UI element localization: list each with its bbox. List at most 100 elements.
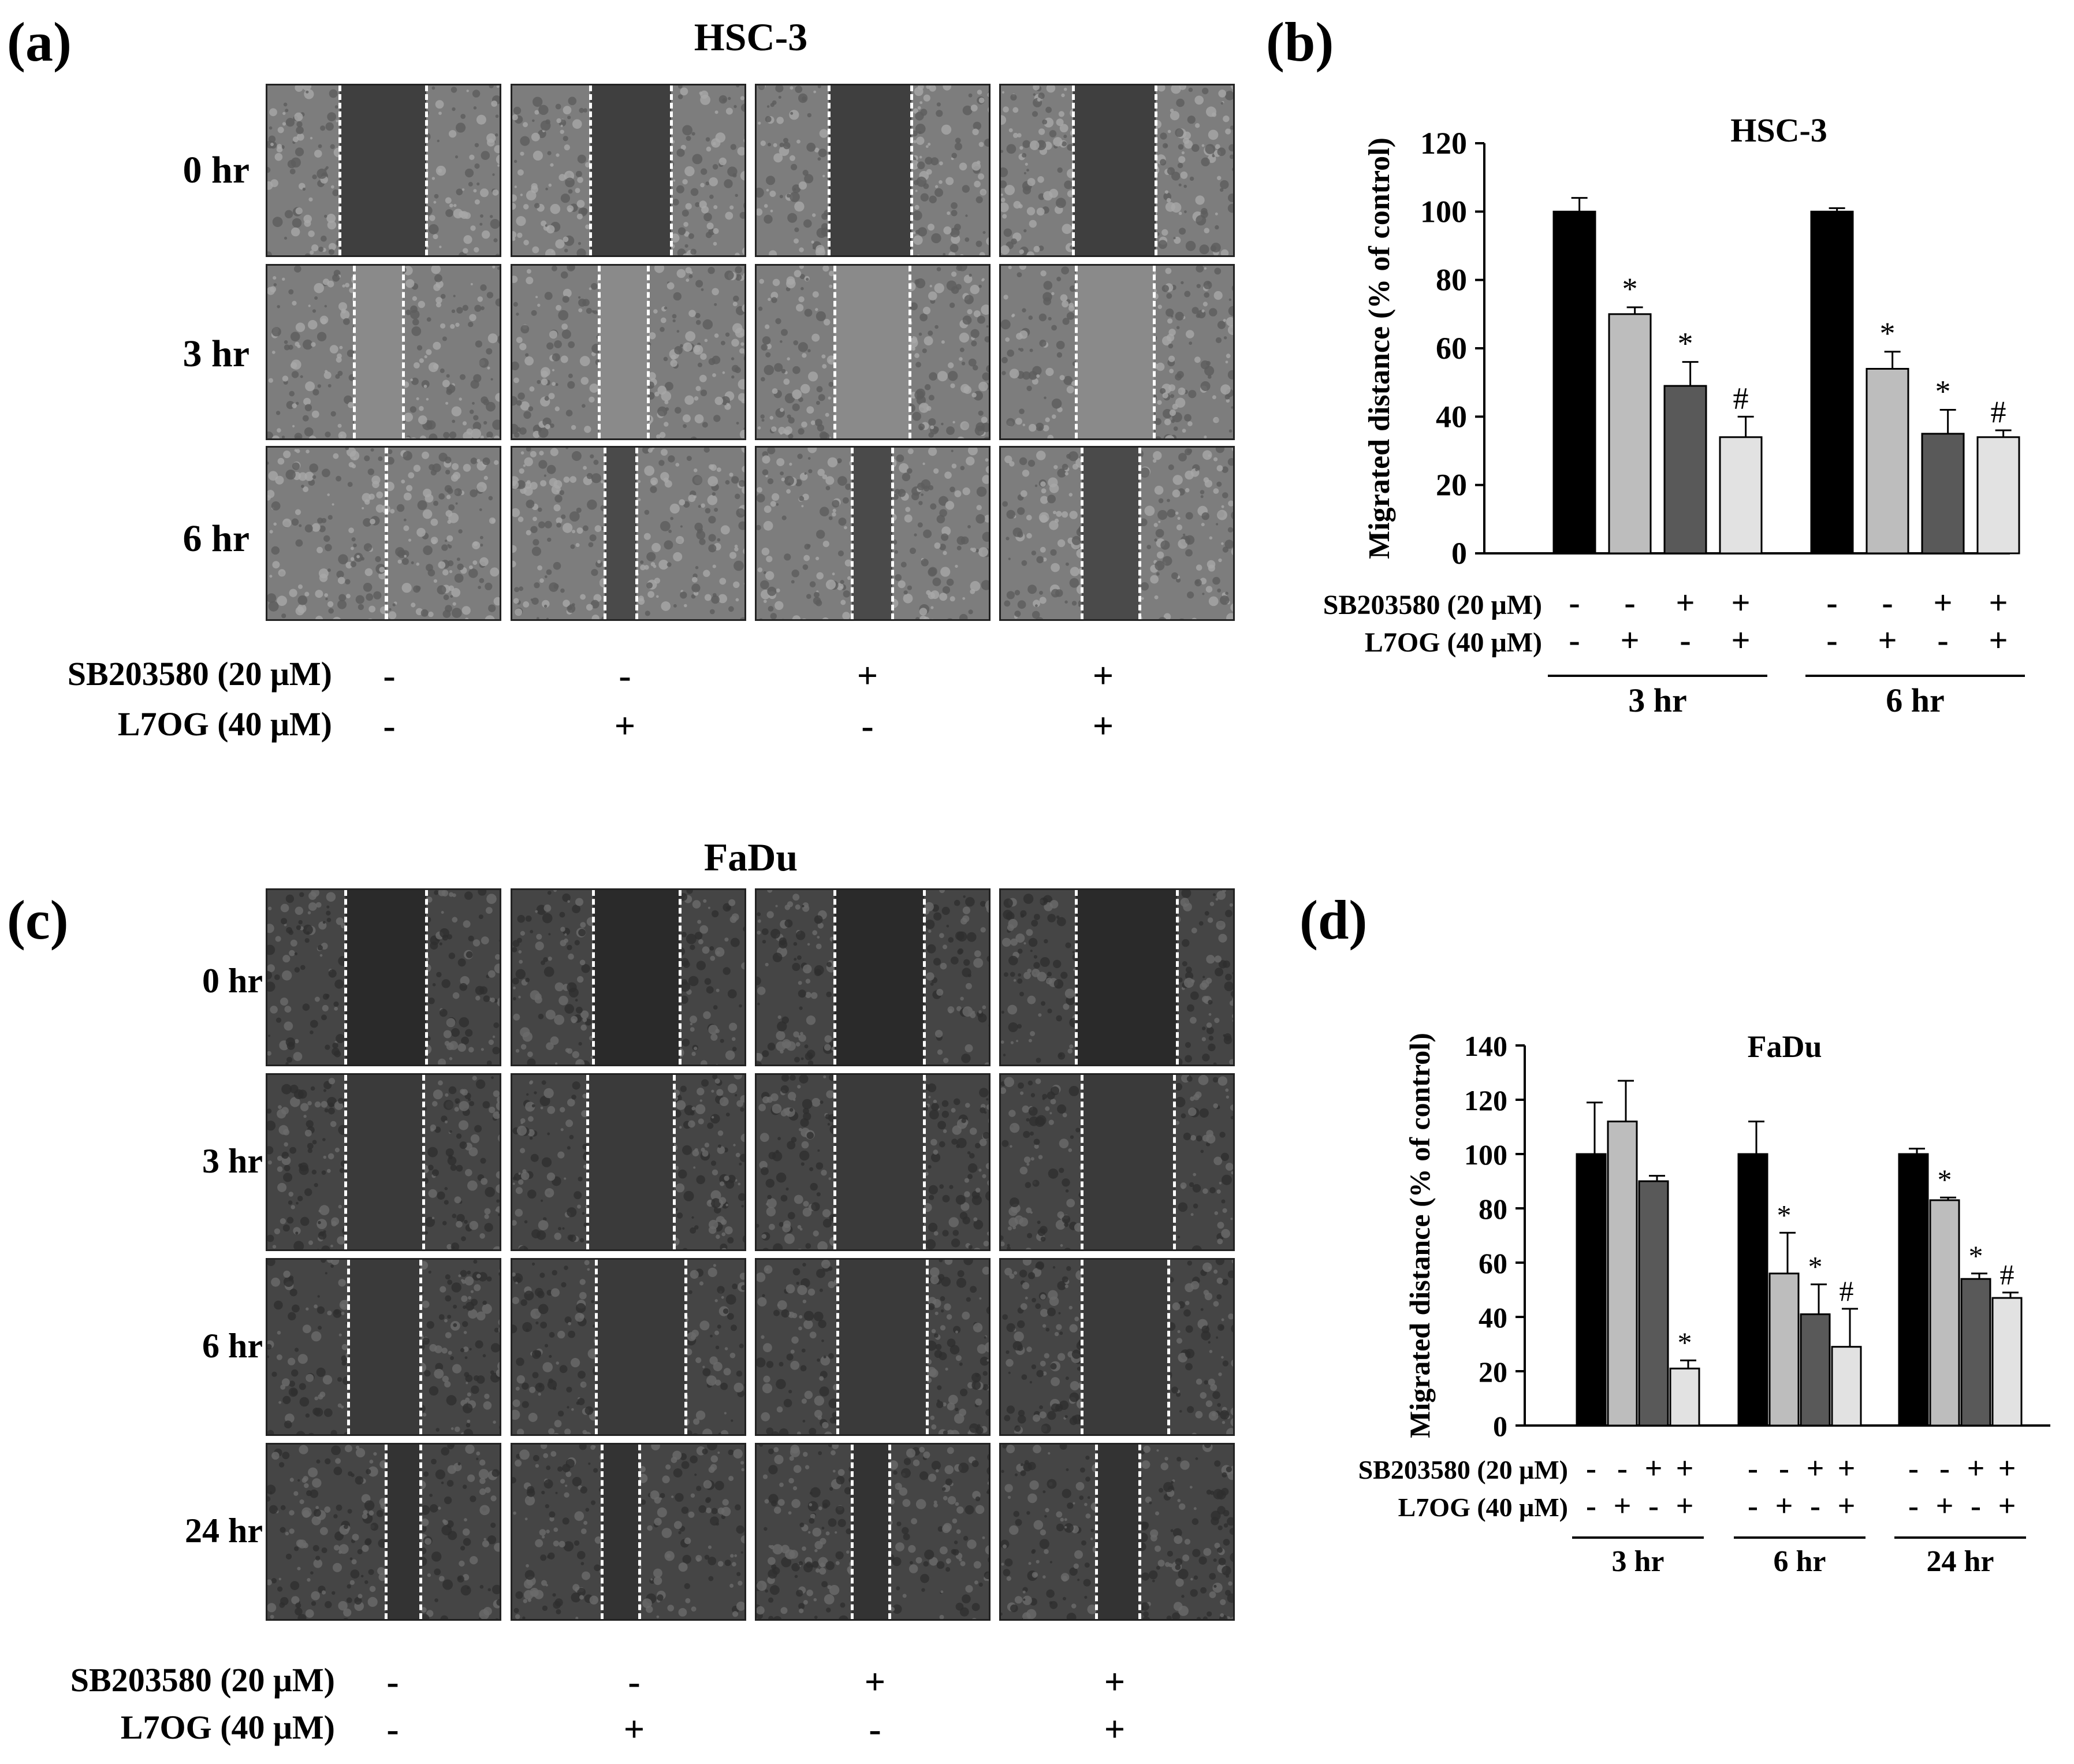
treatment-sign: + bbox=[1731, 584, 1750, 622]
treatment-sign: + bbox=[1092, 655, 1114, 696]
bar bbox=[1929, 1199, 1960, 1427]
bar bbox=[1800, 1313, 1831, 1427]
wound-edge-right bbox=[1155, 85, 1157, 255]
treatment-label: L7OG (40 μM) bbox=[120, 1709, 335, 1746]
wound-edge-right bbox=[635, 448, 638, 619]
treatment-sign: + bbox=[1676, 1488, 1694, 1523]
treatment-sign: + bbox=[857, 655, 878, 696]
wound-edge-left bbox=[1095, 1445, 1098, 1619]
scratch-gap bbox=[596, 1260, 686, 1434]
micrograph-a-r1-c2 bbox=[755, 264, 991, 440]
scratch-gap bbox=[852, 448, 892, 619]
significance-mark: # bbox=[2000, 1259, 2015, 1291]
wound-edge-left bbox=[1081, 1075, 1083, 1249]
wound-edge-left bbox=[851, 1445, 854, 1619]
wound-edge-left bbox=[586, 1075, 589, 1249]
scratch-gap bbox=[1082, 1260, 1168, 1434]
wound-edge-left bbox=[833, 1075, 836, 1249]
y-tick-label: 0 bbox=[1451, 536, 1467, 571]
wound-edge-right bbox=[923, 890, 926, 1065]
micrograph-c-r2-c0 bbox=[266, 1258, 501, 1436]
panel-c-title: FaDu bbox=[703, 835, 798, 879]
scratch-gap bbox=[590, 85, 671, 255]
micrograph-c-r0-c1 bbox=[511, 888, 746, 1066]
wound-edge-right bbox=[419, 1445, 422, 1619]
scratch-gap bbox=[593, 890, 680, 1065]
wound-edge-right bbox=[1153, 266, 1156, 438]
treatment-sign: + bbox=[1838, 1451, 1856, 1486]
wound-edge-left bbox=[833, 890, 836, 1065]
treatment-sign: - bbox=[628, 1661, 641, 1702]
bar bbox=[1638, 1180, 1669, 1427]
wound-edge-left bbox=[1081, 448, 1083, 619]
y-tick-label: 140 bbox=[1464, 1030, 1507, 1062]
wound-edge-right bbox=[425, 85, 428, 255]
panel-label-a: (a) bbox=[7, 11, 72, 73]
treatment-sign: + bbox=[1989, 622, 2008, 659]
bar bbox=[1737, 1153, 1768, 1427]
treatment-sign: + bbox=[1675, 584, 1695, 622]
bar bbox=[1921, 433, 1965, 554]
significance-mark: * bbox=[1938, 1163, 1952, 1196]
scratch-gap bbox=[1082, 448, 1140, 619]
treatment-sign: - bbox=[1748, 1488, 1758, 1523]
treatment-sign: - bbox=[619, 655, 631, 696]
group-label: 3 hr bbox=[1612, 1545, 1665, 1578]
scratch-gap bbox=[1082, 1075, 1174, 1249]
significance-mark: * bbox=[1935, 374, 1951, 409]
wound-edge-right bbox=[1138, 448, 1141, 619]
scratch-gap bbox=[587, 1075, 674, 1249]
y-tick-label: 20 bbox=[1479, 1356, 1507, 1388]
treatment-sign: - bbox=[1826, 622, 1837, 659]
treatment-sign: - bbox=[1810, 1488, 1820, 1523]
scratch-gap bbox=[835, 1075, 924, 1249]
time-label: 24 hr bbox=[185, 1512, 263, 1550]
treatment-sign: + bbox=[1878, 622, 1897, 659]
y-tick-label: 80 bbox=[1436, 263, 1467, 297]
scratch-gap bbox=[345, 1075, 423, 1249]
treatment-sign: - bbox=[1648, 1488, 1659, 1523]
micrograph-c-r1-c0 bbox=[266, 1073, 501, 1251]
treatment-sign: - bbox=[383, 705, 396, 746]
wound-edge-left bbox=[353, 266, 356, 438]
wound-edge-right bbox=[1176, 890, 1179, 1065]
panel-a-title: HSC-3 bbox=[694, 15, 808, 59]
scratch-gap bbox=[340, 85, 426, 255]
significance-mark: * bbox=[1678, 326, 1693, 361]
bar bbox=[1663, 385, 1707, 554]
y-tick-label: 120 bbox=[1464, 1084, 1507, 1117]
significance-mark: # bbox=[1840, 1275, 1854, 1307]
wound-edge-left bbox=[1075, 266, 1078, 438]
wound-edge-right bbox=[670, 85, 673, 255]
wound-edge-left bbox=[1081, 1260, 1083, 1434]
bar bbox=[1810, 210, 1854, 554]
micrograph-c-r2-c3 bbox=[999, 1258, 1235, 1436]
wound-edge-left bbox=[598, 266, 601, 438]
wound-edge-left bbox=[347, 1260, 350, 1434]
y-tick-label: 100 bbox=[1464, 1138, 1507, 1171]
treatment-sign: + bbox=[623, 1709, 645, 1750]
micrograph-a-r0-c3 bbox=[999, 84, 1235, 257]
y-tick-label: 100 bbox=[1420, 194, 1467, 229]
time-label: 3 hr bbox=[183, 333, 250, 375]
micrograph-a-r0-c0 bbox=[266, 84, 501, 257]
treatment-sign: + bbox=[1989, 584, 2008, 622]
wound-edge-right bbox=[910, 85, 913, 255]
y-axis-label: Migrated distance (% of control) bbox=[1403, 1033, 1436, 1438]
treatment-sign: - bbox=[1971, 1488, 1981, 1523]
bar bbox=[1831, 1346, 1862, 1427]
micrograph-a-r1-c1 bbox=[511, 264, 746, 440]
scratch-gap bbox=[599, 266, 648, 438]
wound-edge-left bbox=[604, 448, 606, 619]
group-label: 6 hr bbox=[1774, 1545, 1826, 1578]
wound-edge-left bbox=[595, 1260, 598, 1434]
y-tick-label: 40 bbox=[1479, 1301, 1507, 1334]
treatment-label: SB203580 (20 μM) bbox=[1358, 1455, 1568, 1484]
treatment-sign: - bbox=[1908, 1451, 1919, 1486]
wound-edge-right bbox=[419, 1260, 422, 1434]
micrograph-a-r1-c3 bbox=[999, 264, 1235, 440]
treatment-sign: - bbox=[386, 1661, 399, 1702]
micrograph-c-r2-c2 bbox=[755, 1258, 991, 1436]
wound-edge-right bbox=[1138, 1445, 1141, 1619]
wound-edge-right bbox=[1167, 1260, 1170, 1434]
